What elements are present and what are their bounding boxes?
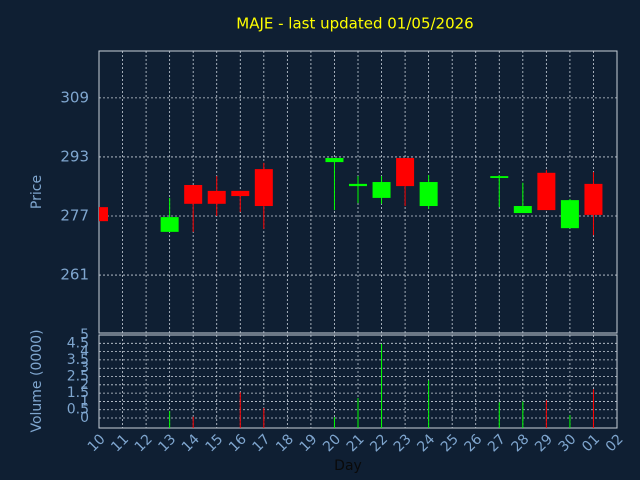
y-tick-label: 309 (60, 88, 89, 106)
y-tick-label: 1.5 (67, 385, 89, 401)
y-axis-label: Volume (0000) (29, 329, 45, 432)
candle-body (419, 182, 438, 207)
y-tick-label: 5 (80, 327, 89, 343)
y-tick-label: 3.5 (67, 352, 89, 368)
candle-body (513, 206, 532, 214)
y-tick-label: 293 (60, 147, 89, 165)
y-axis-label: Price (29, 175, 45, 209)
chart-title: MAJE - last updated 01/05/2026 (236, 15, 473, 33)
candle-body (396, 158, 415, 187)
y-tick-label: 0.5 (67, 402, 89, 418)
candle-body (584, 183, 603, 215)
candle-body (349, 183, 367, 187)
y-tick-label: 1 (80, 393, 89, 409)
y-tick-label: 2 (80, 377, 89, 393)
candle-body (160, 217, 179, 232)
y-tick-label: 277 (60, 206, 89, 224)
y-tick-label: 2.5 (67, 369, 89, 385)
y-tick-label: 261 (60, 266, 89, 284)
y-tick-label: 4.5 (67, 335, 89, 351)
y-tick-label: 3 (80, 360, 89, 376)
candle-body (372, 182, 391, 198)
candle-body (184, 184, 203, 204)
candle-body (490, 176, 509, 178)
candle-body (99, 207, 108, 222)
candle-body (254, 169, 273, 207)
candle-body (231, 190, 250, 197)
candle-body (325, 158, 344, 163)
y-tick-label: 0 (80, 410, 89, 426)
candle-body (207, 190, 226, 204)
y-tick-label: 4 (80, 344, 89, 360)
candle-body (537, 172, 556, 211)
x-axis-label: Day (334, 458, 362, 474)
candle-body (560, 200, 579, 229)
